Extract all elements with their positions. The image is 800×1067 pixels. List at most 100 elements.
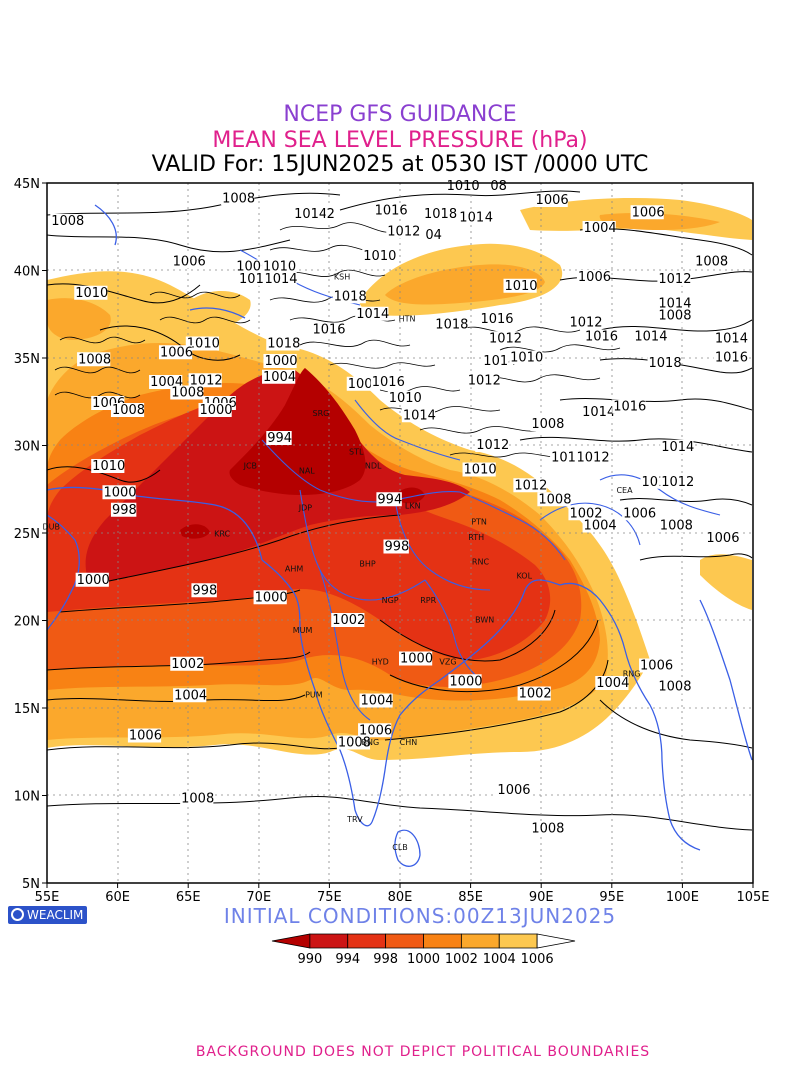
station-label: DUB — [42, 523, 60, 532]
contour-label-bg — [376, 492, 402, 507]
contour-label: 1010 — [389, 391, 422, 406]
contour-label-bg — [513, 478, 547, 493]
contour-label-bg — [483, 210, 494, 225]
contour-label-bg — [582, 518, 616, 533]
contour-label: 08 — [490, 179, 507, 194]
contour-label-bg — [311, 322, 345, 337]
contour-label-bg — [424, 228, 443, 242]
contour-label: 1010 — [75, 286, 108, 301]
contour-label: 4 — [485, 211, 493, 226]
contour-label: 1008 — [658, 309, 691, 324]
coastlines — [47, 204, 753, 867]
legend-swatch — [460, 933, 500, 949]
contour-label-bg — [331, 613, 365, 627]
contour-label: 04 — [425, 228, 442, 243]
map-title-line1: NCEP GFS GUIDANCE — [283, 102, 517, 127]
contour-label: 1002 — [569, 506, 602, 521]
contour-label-bg — [660, 474, 694, 489]
lon-tick-label: 55E — [35, 890, 60, 905]
contour-label: 1010 — [363, 249, 396, 264]
contour-label: 1014 — [294, 207, 327, 222]
lat-tick-label: 20N — [14, 615, 40, 630]
legend-label: 1002 — [445, 952, 478, 967]
map-title-line3: VALID For: 15JUN2025 at 0530 IST /0000 U… — [151, 152, 649, 177]
contour-label-bg — [423, 207, 457, 221]
legend-label: 1004 — [483, 952, 516, 967]
contour-label: 1008 — [660, 519, 693, 534]
lon-tick-label: 85E — [458, 890, 483, 905]
contour-label: 1012 — [514, 478, 547, 493]
contour-label: 1012 — [577, 450, 610, 465]
contour-label: 1012 — [190, 373, 223, 388]
station-label: RNG — [623, 670, 641, 679]
lat-tick-label: 35N — [14, 352, 40, 367]
contour-label: 1010 — [447, 179, 480, 194]
lon-tick-label: 65E — [176, 890, 201, 905]
contour-label-bg — [386, 224, 420, 239]
contour-label-bg — [373, 203, 407, 218]
contour-label-bg — [458, 210, 492, 225]
legend-label: 1000 — [407, 952, 440, 967]
latitude-tick-labels: 45N 40N 35N 30N 25N 20N 15N 10N 5N — [14, 177, 47, 892]
contour-label-bg — [530, 417, 564, 431]
contour-label: 1014 — [264, 272, 297, 287]
contour-label: 1014 — [483, 354, 516, 369]
contour-label: 1000 — [103, 485, 136, 500]
initial-conditions-label: INITIAL CONDITIONS:00Z13JUN2025 — [223, 904, 617, 928]
contour-label: 1010 — [187, 337, 220, 352]
contour-label-bg — [266, 336, 300, 351]
contour-label-bg — [657, 679, 691, 694]
contour-label: 1012 — [489, 331, 522, 346]
contour-label: 1000 — [400, 652, 433, 667]
station-label: JCB — [243, 461, 257, 470]
contour-label: 1010 — [92, 459, 125, 474]
lon-tick-label: 80E — [388, 890, 413, 905]
contour-label: 1012 — [661, 475, 694, 490]
contour-label: 998 — [384, 540, 409, 555]
lon-tick-label: 90E — [529, 890, 554, 905]
legend-swatch — [271, 933, 311, 949]
contour-label-bg — [188, 373, 222, 388]
contour-label-bg — [434, 317, 468, 332]
station-label: TRV — [346, 815, 363, 824]
station-label: VZG — [439, 657, 456, 666]
lat-tick-label: 40N — [14, 265, 40, 280]
station-label: BHP — [359, 559, 376, 568]
contour-label-bg — [582, 221, 616, 235]
contour-label: 1008 — [171, 386, 204, 401]
contour-label: 1006 — [160, 345, 193, 360]
contour-label-bg — [170, 385, 204, 400]
contour-label-bg — [387, 390, 421, 405]
station-label: BNG — [362, 738, 380, 747]
lat-tick-label: 5N — [22, 877, 40, 892]
station-label: KSH — [334, 272, 350, 281]
contour-label: 1002 — [519, 687, 552, 702]
contour-label: 1006 — [129, 729, 162, 744]
contour-label-bg — [466, 373, 500, 388]
lon-tick-label: 100E — [666, 890, 699, 905]
station-label: RNC — [472, 558, 490, 567]
legend-swatch — [423, 933, 462, 949]
legend-swatch — [309, 933, 349, 949]
contour-label-bg — [359, 693, 393, 708]
isobar-lines — [47, 190, 753, 831]
legend-swatch — [347, 933, 387, 949]
contour-label-bg — [262, 369, 296, 384]
contour-label: 1000 — [449, 674, 482, 689]
contour-label-bg — [660, 439, 694, 454]
contour-label: 1014 — [715, 331, 748, 346]
contour-label-bg — [550, 450, 584, 465]
contour-label: 1018 — [267, 337, 300, 352]
station-label: CHN — [400, 738, 418, 747]
contour-label: 994 — [377, 492, 402, 507]
contour-label: 1008 — [78, 352, 111, 367]
lat-tick-label: 45N — [14, 177, 40, 192]
lon-tick-label: 105E — [736, 890, 769, 905]
contour-label-bg — [658, 518, 693, 533]
station-label: KOL — [516, 572, 532, 581]
lon-tick-label: 95E — [599, 890, 624, 905]
contour-label-bg — [91, 459, 125, 473]
contour-label: 1004 — [596, 676, 629, 691]
